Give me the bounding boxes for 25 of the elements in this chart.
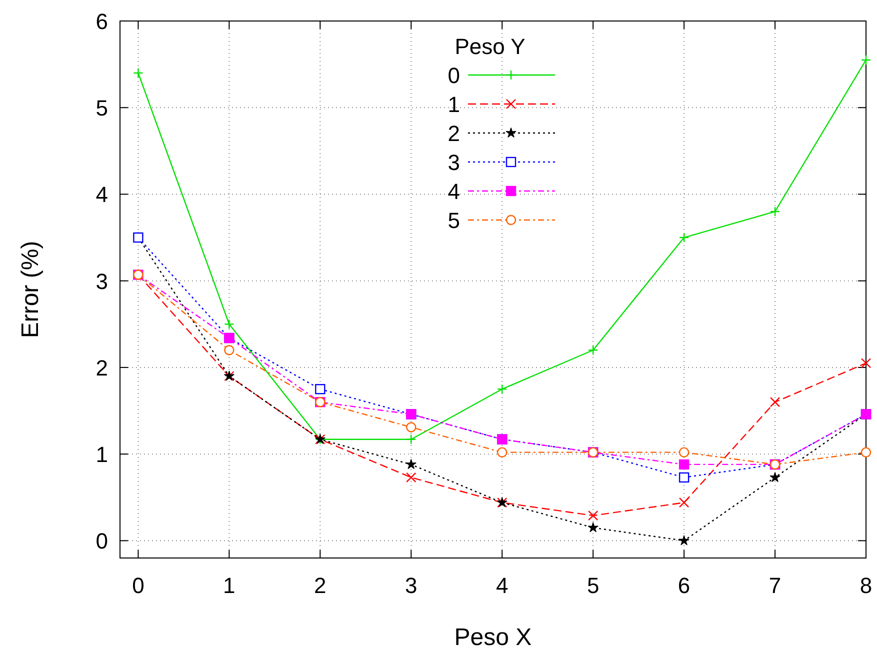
y-tick-label: 2 (96, 355, 108, 380)
x-tick-label: 0 (132, 573, 144, 598)
y-axis-title: Error (%) (17, 240, 44, 338)
x-tick-label: 4 (496, 573, 508, 598)
y-tick-label: 3 (96, 268, 108, 294)
legend-label: 2 (448, 121, 460, 146)
x-tick-label: 3 (404, 573, 418, 598)
x-tick-label: 7 (768, 573, 782, 598)
legend-label: 5 (448, 208, 460, 233)
legend-label: 4 (448, 179, 460, 204)
y-tick-label: 1 (96, 442, 108, 468)
legend-label: 0 (448, 63, 460, 88)
x-tick-label: 6 (678, 573, 690, 598)
x-tick-label: 5 (586, 573, 600, 598)
legend-label: 1 (448, 92, 460, 117)
legend-title: Peso Y (454, 34, 526, 59)
y-tick-label: 0 (96, 528, 108, 554)
y-tick-label: 6 (96, 9, 108, 34)
x-tick-label: 1 (223, 573, 236, 598)
x-axis-title: Peso X (454, 624, 532, 651)
x-tick-label: 2 (314, 573, 326, 598)
y-tick-label: 4 (96, 182, 108, 208)
legend-label: 3 (448, 150, 460, 175)
y-tick-label: 5 (96, 96, 108, 121)
x-tick-label: 8 (860, 573, 872, 598)
